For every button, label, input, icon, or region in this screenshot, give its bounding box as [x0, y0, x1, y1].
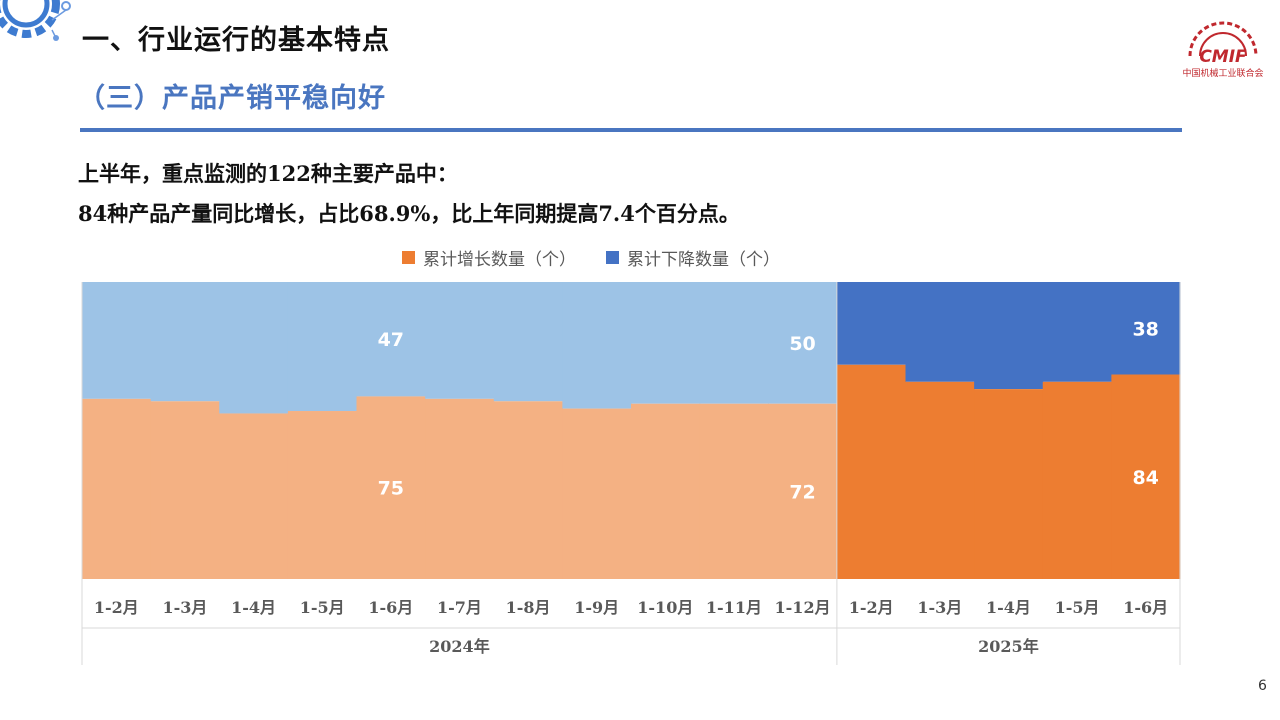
- increase-area-segment: [974, 389, 1044, 579]
- increase-area-segment: [287, 411, 358, 579]
- x-group-label: 2025年: [978, 637, 1039, 656]
- decrease-area-segment: [836, 282, 907, 365]
- increase-area-segment: [1042, 381, 1112, 579]
- decrease-area-segment: [562, 282, 632, 409]
- data-label-increase: 84: [1132, 467, 1158, 489]
- x-tick-label: 1-3月: [162, 598, 207, 617]
- data-label-increase: 72: [789, 481, 815, 503]
- decrease-area-segment: [425, 282, 495, 399]
- decrease-area-segment: [150, 282, 220, 402]
- x-tick-label: 1-9月: [574, 598, 619, 617]
- x-group-label: 2024年: [429, 637, 490, 656]
- decrease-area-segment: [1111, 282, 1181, 375]
- legend-label-increase: 累计增长数量（个）: [423, 249, 576, 270]
- x-tick-label: 1-4月: [986, 598, 1031, 617]
- x-tick-label: 1-5月: [1055, 598, 1100, 617]
- increase-area-segment: [905, 381, 975, 579]
- summary-line-2: 84种产品产量同比增长，占比68.9%，比上年同期提高7.4个百分点。: [78, 201, 740, 226]
- decrease-area-segment: [219, 282, 289, 414]
- decrease-area-segment: [974, 282, 1044, 390]
- chart-legend: 累计增长数量（个） 累计下降数量（个）: [402, 244, 780, 270]
- decrease-area-segment: [356, 282, 426, 397]
- x-tick-label: 1-8月: [506, 598, 551, 617]
- increase-area-segment: [631, 403, 701, 579]
- data-label-increase: 75: [378, 478, 404, 500]
- x-tick-label: 1-12月: [775, 598, 831, 617]
- data-label-decrease: 38: [1132, 318, 1158, 340]
- decrease-area-segment: [699, 282, 769, 404]
- increase-area-segment: [356, 396, 426, 579]
- decrease-area-segment: [82, 282, 152, 399]
- decrease-area-segment: [905, 282, 975, 382]
- page-title: 一、行业运行的基本特点: [82, 25, 390, 56]
- cmif-logo-icon: CMIF: [1188, 21, 1258, 67]
- legend-swatch-decrease: [606, 250, 619, 264]
- data-label-decrease: 50: [789, 333, 815, 355]
- increase-area-segment: [699, 403, 769, 579]
- summary-line-1: 上半年，重点监测的122种主要产品中：: [78, 161, 458, 186]
- x-tick-label: 1-6月: [1123, 598, 1168, 617]
- x-tick-label: 1-7月: [437, 598, 482, 617]
- logo-text: CMIF: [1199, 47, 1247, 67]
- x-tick-label: 1-5月: [300, 598, 345, 617]
- title-divider: [80, 128, 1182, 132]
- x-tick-label: 1-11月: [706, 598, 762, 617]
- legend-swatch-increase: [402, 250, 415, 264]
- increase-area-segment: [562, 408, 632, 579]
- x-tick-label: 1-2月: [849, 598, 894, 617]
- decrease-area-segment: [287, 282, 358, 412]
- increase-area-segment: [493, 401, 563, 579]
- decrease-area-segment: [1042, 282, 1112, 382]
- gear-decoration-icon: [0, 0, 71, 41]
- legend-item-decrease: 累计下降数量（个）: [606, 245, 780, 270]
- legend-item-increase: 累计增长数量（个）: [402, 245, 576, 270]
- x-tick-label: 1-2月: [94, 598, 139, 617]
- increase-area-segment: [219, 413, 289, 579]
- x-tick-label: 1-3月: [917, 598, 962, 617]
- increase-area-segment: [150, 401, 220, 579]
- x-tick-label: 1-6月: [368, 598, 413, 617]
- decrease-area-segment: [493, 282, 563, 402]
- increase-area-segment: [836, 364, 907, 579]
- decrease-area-segment: [768, 282, 838, 404]
- logo-subtext: 中国机械工业联合会: [1182, 69, 1264, 79]
- increase-area-segment: [82, 398, 152, 579]
- increase-area-segment: [425, 398, 495, 579]
- x-tick-label: 1-10月: [637, 598, 693, 617]
- increase-area-segment: [1111, 374, 1181, 579]
- x-tick-label: 1-4月: [231, 598, 276, 617]
- page-number: 6: [1258, 678, 1267, 694]
- data-label-decrease: 47: [378, 329, 404, 351]
- section-subtitle: （三）产品产销平稳向好: [78, 83, 386, 114]
- increase-area-segment: [768, 403, 838, 579]
- legend-label-decrease: 累计下降数量（个）: [627, 249, 780, 270]
- decrease-area-segment: [631, 282, 701, 404]
